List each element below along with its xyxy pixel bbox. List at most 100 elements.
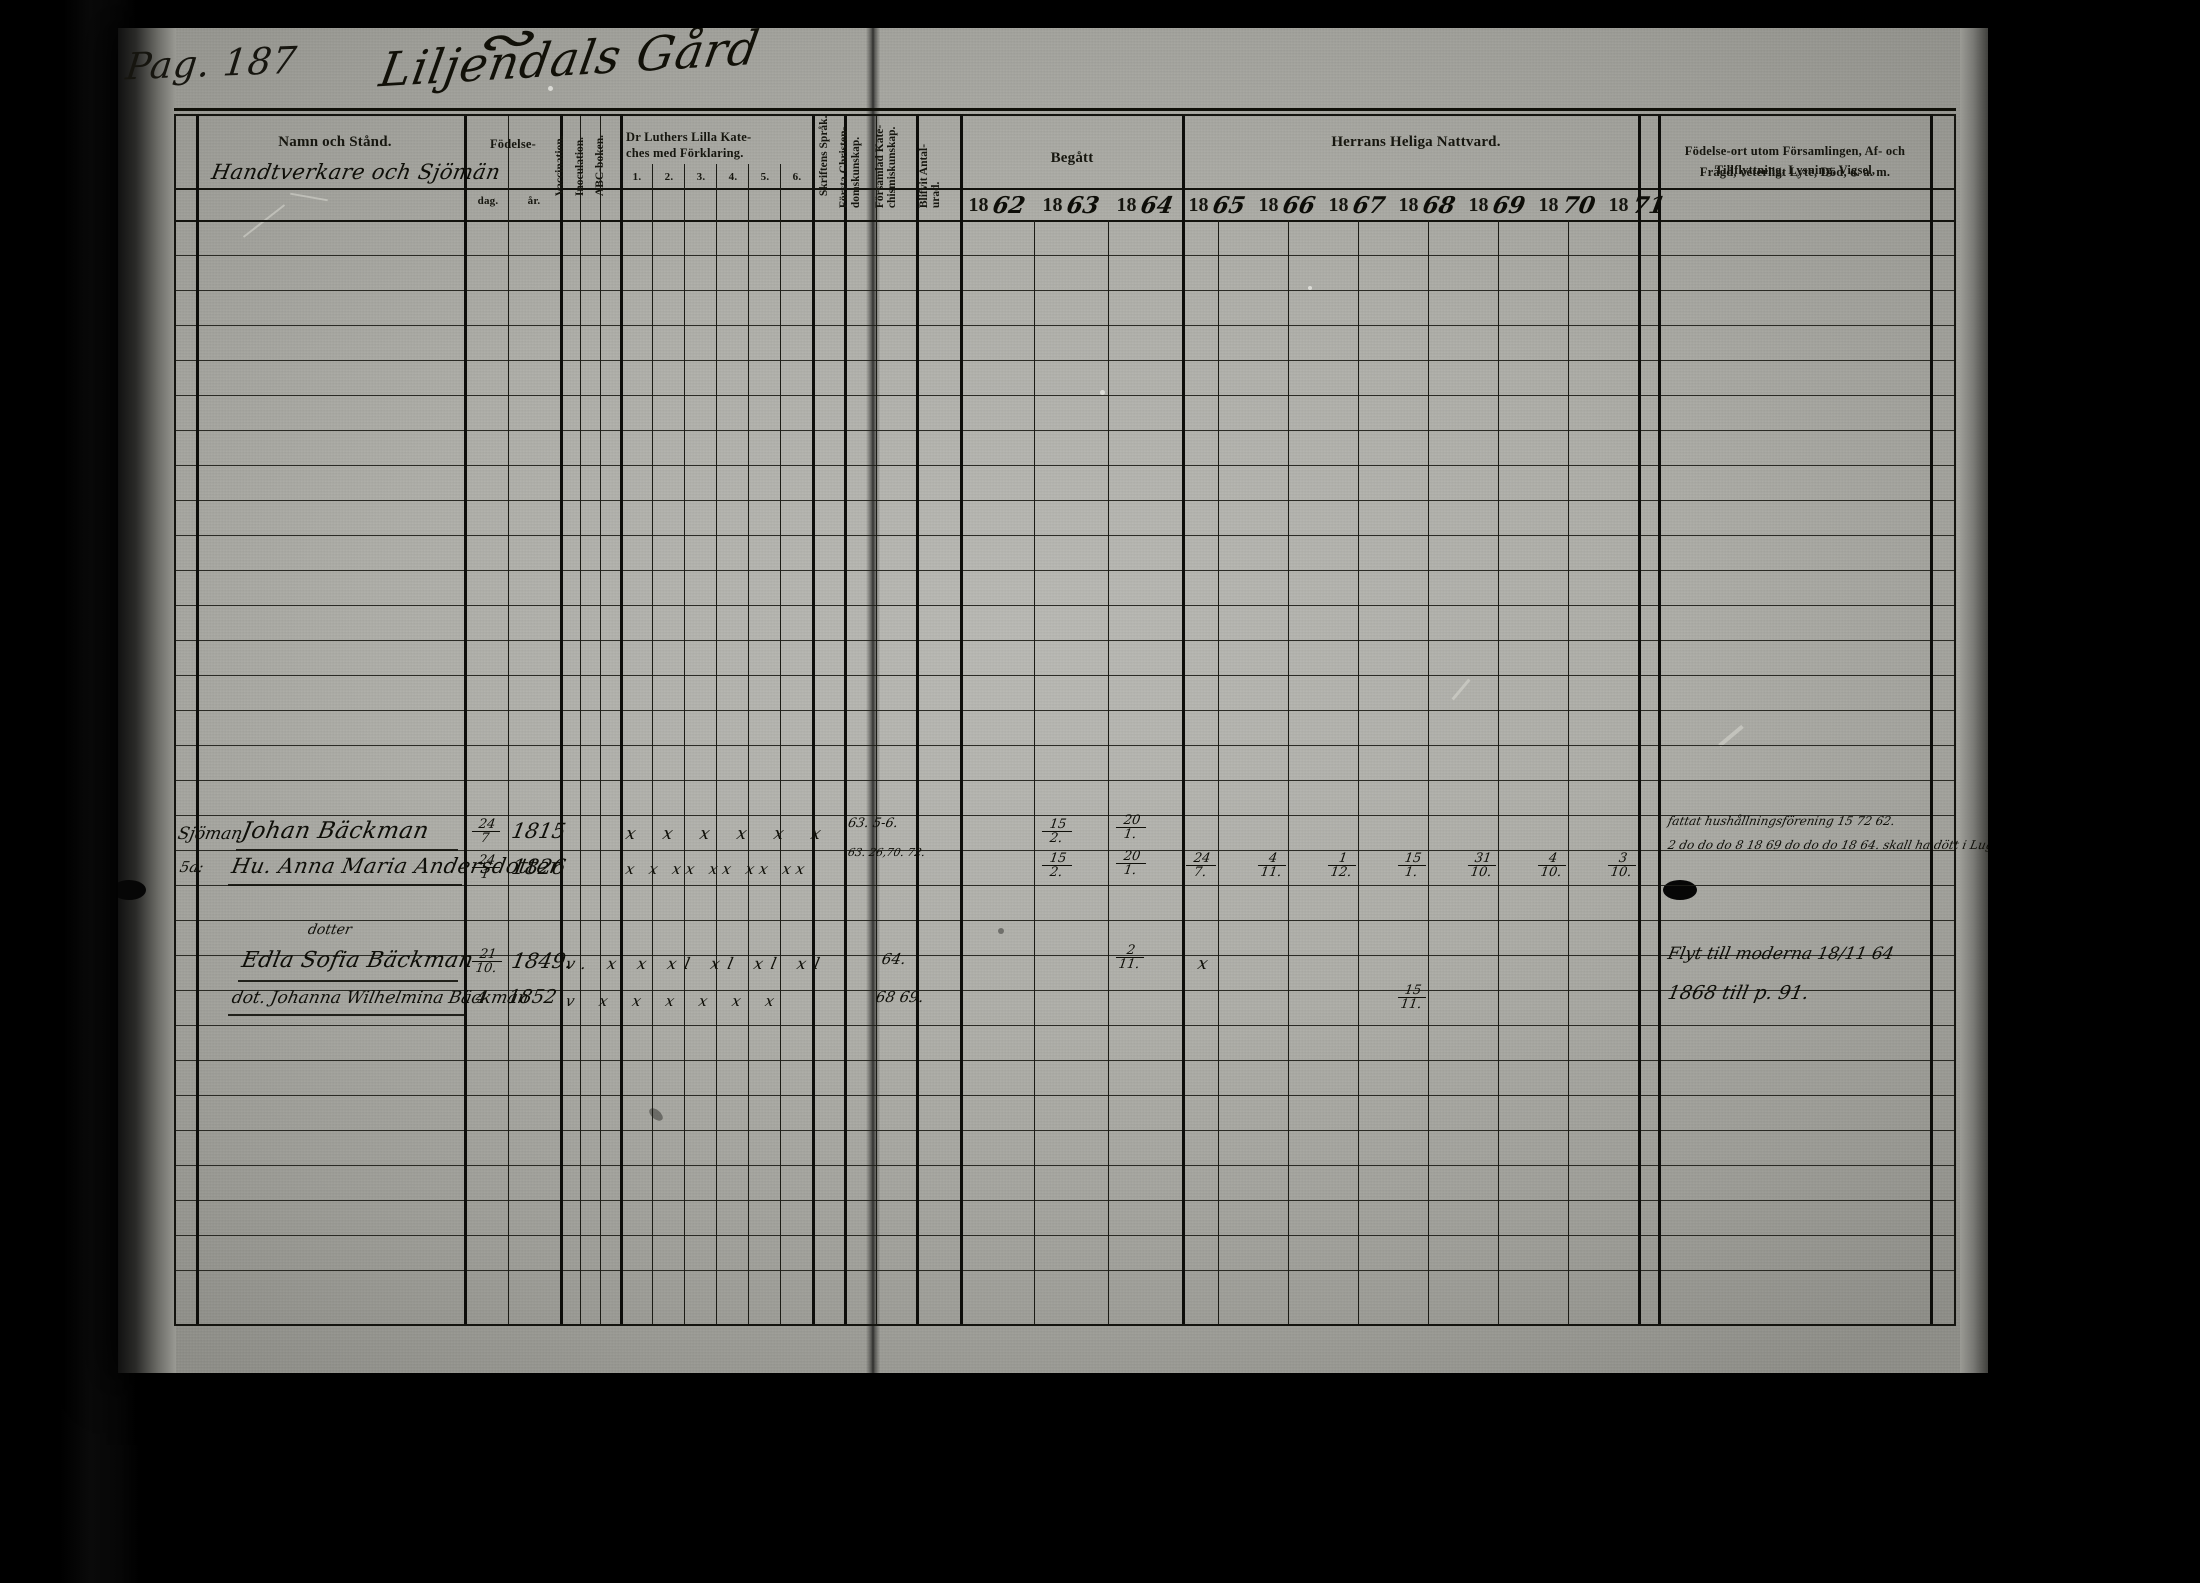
row-line xyxy=(176,1200,1954,1201)
col-rule-member xyxy=(960,116,963,1324)
row-line xyxy=(176,815,1954,816)
header-inoculation: Inoculation. xyxy=(573,136,586,197)
entry-2-first-christian: 63. 26,70. 72. xyxy=(846,846,927,859)
col-rule-comm-0 xyxy=(1218,220,1219,1324)
col-rule-name-end xyxy=(464,116,467,1324)
col-rule-cat5 xyxy=(780,164,781,1324)
header-birth-group: Födelse- xyxy=(489,137,537,151)
row-line xyxy=(176,395,1954,396)
row-line xyxy=(176,1270,1954,1271)
entry-4-abc-marks: v x x x x x x xyxy=(564,992,786,1010)
col-rule-cat3 xyxy=(716,164,717,1324)
entry-3-name-underline xyxy=(238,980,458,982)
row-line xyxy=(176,920,1954,921)
record-table: Namn och Stånd. Handtverkare och Sjömän … xyxy=(174,114,1988,1326)
row-line xyxy=(176,465,1954,466)
farm-name-heading: Liljendals Gård xyxy=(375,28,764,99)
binder-clip-left xyxy=(118,880,146,900)
row-line xyxy=(176,570,1954,571)
row-line xyxy=(176,780,1954,781)
row-line xyxy=(176,1130,1954,1131)
year-header-begatt-1863: 18 63 xyxy=(1042,191,1102,219)
header-holy-communion: Herrans Heliga Nattvard. xyxy=(1331,134,1501,150)
header-cat-num-6: 6. xyxy=(792,171,802,183)
header-cat-num-1: 1. xyxy=(632,171,642,183)
header-became-member: Blifvit Antal- urad. xyxy=(917,143,942,209)
entry-1-birth-day: 24 7 xyxy=(470,817,502,846)
row-line xyxy=(176,605,1954,606)
entry-2-communion-1868: 15 1. xyxy=(1396,851,1428,880)
row-line xyxy=(176,255,1954,256)
entry-1-abc-marks: x x x x x x xyxy=(623,824,834,844)
entry-1-begatt-1863: 15 2. xyxy=(1040,817,1074,846)
entry-1-note: fattat hushållningsförening 15 72 62. xyxy=(1666,814,1897,828)
header-divider xyxy=(176,188,1954,190)
col-rule-first-communion xyxy=(916,116,919,1324)
row-line xyxy=(176,710,1954,711)
header-name-subheading-handwritten: Handtverkare och Sjömän xyxy=(209,160,503,184)
entry-4-birth-year: 1852 xyxy=(505,986,559,1008)
year-row-divider xyxy=(176,220,1954,222)
page-number: Pag. 187 xyxy=(123,38,300,89)
header-first-christian-teaching: Första Christen- domskunskap. xyxy=(837,126,862,209)
year-header-communion-1868: 18 68 xyxy=(1398,191,1458,219)
col-rule-comm-1 xyxy=(1288,220,1289,1324)
binding-gutter-left xyxy=(118,28,176,1373)
col-rule-notes-start xyxy=(1658,116,1661,1324)
year-header-communion-1870: 18 70 xyxy=(1538,191,1598,219)
col-rule-birth-end xyxy=(560,116,563,1324)
row-line xyxy=(176,885,1954,886)
col-rule-cat4 xyxy=(748,164,749,1324)
entry-3-communion-1865: x xyxy=(1195,954,1210,974)
year-header-communion-1871: 18 71 xyxy=(1608,191,1668,219)
row-line xyxy=(176,290,1954,291)
row-line xyxy=(176,360,1954,361)
col-rule-comm-4 xyxy=(1498,220,1499,1324)
entry-2-communion-1865: 24 7. xyxy=(1184,851,1218,880)
entry-1-prefix: Sjöman xyxy=(176,824,245,844)
year-header-begatt-1862: 18 62 xyxy=(968,191,1028,219)
col-rule-comm-end xyxy=(1638,116,1641,1324)
entry-2-name-underline xyxy=(228,884,462,886)
row-line xyxy=(176,535,1954,536)
entry-2-communion-1870: 4 10. xyxy=(1536,851,1568,880)
entry-2-communion-1866: 4 11. xyxy=(1256,851,1288,880)
row-line xyxy=(176,640,1954,641)
header-first-communion-knowledge: Församlad Kate- chismiskunskap. xyxy=(873,124,898,209)
header-cat-num-2: 2. xyxy=(664,171,674,183)
col-rule-begatt-end xyxy=(1182,116,1185,1324)
dust-speck xyxy=(998,928,1004,934)
col-rule-notes-end xyxy=(1930,116,1933,1324)
entry-1-first-christian: 63. 5-6. xyxy=(846,816,900,831)
header-birth-year: år. xyxy=(527,195,541,207)
dust-speck xyxy=(548,86,553,91)
row-line xyxy=(176,1095,1954,1096)
entry-2-begatt-1864: 20 1. xyxy=(1114,849,1148,878)
header-vaccination: Vaccination. xyxy=(553,135,566,197)
header-birth-day: dag. xyxy=(477,195,499,207)
col-rule-cat2 xyxy=(684,164,685,1324)
col-rule-inoculation xyxy=(600,116,601,1324)
entry-2-communion-1867: 1 12. xyxy=(1326,851,1358,880)
row-line xyxy=(176,325,1954,326)
entry-1-name: Johan Bäckman xyxy=(239,818,432,844)
entry-2-abc-marks: x x xx xx xx xx xyxy=(624,860,812,878)
year-header-communion-1867: 18 67 xyxy=(1328,191,1388,219)
row-line xyxy=(176,990,1954,991)
row-line xyxy=(176,675,1954,676)
entry-4-note: 1868 till p. 91. xyxy=(1665,982,1811,1004)
dust-speck xyxy=(1308,286,1312,290)
year-header-communion-1866: 18 66 xyxy=(1258,191,1318,219)
row-line xyxy=(176,1025,1954,1026)
col-rule-scripture xyxy=(844,116,847,1324)
entry-3-note: Flyt till moderna 18/11 64 xyxy=(1666,944,1896,964)
row-line xyxy=(176,955,1954,956)
entry-3-first-communion: 64. xyxy=(880,950,908,968)
col-rule-begatt-1 xyxy=(1034,220,1035,1324)
page-edge-right xyxy=(1960,28,1988,1373)
row-line xyxy=(176,1235,1954,1236)
header-cat-num-3: 3. xyxy=(696,171,706,183)
row-line xyxy=(176,1165,1954,1166)
header-cat-num-4: 4. xyxy=(728,171,738,183)
entry-2-birth-day: 24 1 xyxy=(470,853,502,882)
